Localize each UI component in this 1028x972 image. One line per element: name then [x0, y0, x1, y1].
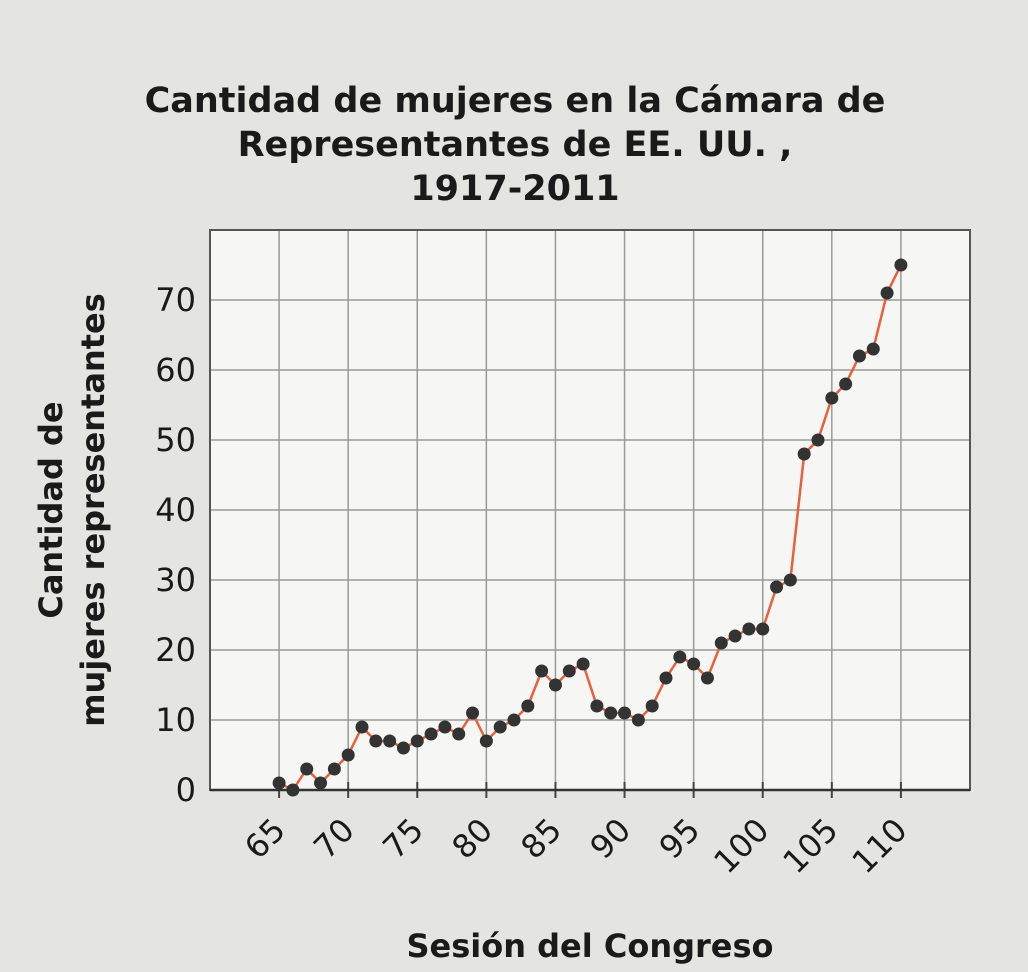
data-point	[562, 664, 576, 678]
data-point	[590, 699, 604, 713]
data-point	[341, 748, 355, 762]
data-point	[286, 783, 300, 797]
data-point	[852, 349, 866, 363]
data-point	[618, 706, 632, 720]
data-point	[797, 447, 811, 461]
data-point	[673, 650, 687, 664]
data-point	[396, 741, 410, 755]
x-axis-label: Sesión del Congreso	[406, 927, 773, 965]
data-point	[783, 573, 797, 587]
data-point	[410, 734, 424, 748]
data-point	[659, 671, 673, 685]
data-point	[424, 727, 438, 741]
y-tick-label: 70	[155, 281, 196, 319]
data-point	[452, 727, 466, 741]
data-point	[811, 433, 825, 447]
data-point	[355, 720, 369, 734]
data-point	[548, 678, 562, 692]
data-point	[576, 657, 590, 671]
data-point	[466, 706, 480, 720]
data-point	[645, 699, 659, 713]
x-tick-label: 80	[444, 811, 500, 867]
data-point	[631, 713, 645, 727]
data-point	[728, 629, 742, 643]
data-point	[479, 734, 493, 748]
data-point	[700, 671, 714, 685]
data-point	[438, 720, 452, 734]
data-point	[521, 699, 535, 713]
y-tick-label: 20	[155, 631, 196, 669]
chart-title: 1917-2011	[410, 169, 619, 209]
x-tick-label: 65	[237, 811, 293, 867]
x-tick-label: 90	[583, 811, 639, 867]
data-point	[756, 622, 770, 636]
data-point	[383, 734, 397, 748]
y-axis-label: mujeres representantes	[74, 293, 112, 727]
data-point	[369, 734, 383, 748]
data-point	[742, 622, 756, 636]
x-tick-label: 105	[775, 811, 845, 881]
data-point	[507, 713, 521, 727]
data-point	[880, 286, 894, 300]
data-point	[714, 636, 728, 650]
y-tick-label: 30	[155, 561, 196, 599]
data-point	[687, 657, 701, 671]
y-tick-label: 60	[155, 351, 196, 389]
y-axis-label: Cantidad de	[32, 401, 70, 618]
x-tick-label: 70	[306, 811, 362, 867]
data-point	[839, 377, 853, 391]
data-point	[770, 580, 784, 594]
x-tick-label: 110	[845, 811, 915, 881]
x-tick-label: 85	[513, 811, 569, 867]
data-point	[825, 391, 839, 405]
data-point	[604, 706, 618, 720]
y-tick-label: 50	[155, 421, 196, 459]
data-line	[278, 264, 903, 792]
x-tick-label: 75	[375, 811, 431, 867]
data-point	[535, 664, 549, 678]
chart-title: Cantidad de mujeres en la Cámara de	[145, 81, 886, 121]
data-point	[894, 258, 908, 272]
x-tick-label: 100	[706, 811, 776, 881]
x-tick-label: 95	[652, 811, 708, 867]
data-point	[866, 342, 880, 356]
data-point	[314, 776, 328, 790]
data-point	[300, 762, 314, 776]
y-tick-label: 0	[176, 771, 196, 809]
y-tick-label: 40	[155, 491, 196, 529]
y-tick-label: 10	[155, 701, 196, 739]
data-point	[493, 720, 507, 734]
data-point	[327, 762, 341, 776]
data-point	[272, 776, 286, 790]
chart-title: Representantes de EE. UU. ,	[238, 125, 793, 165]
